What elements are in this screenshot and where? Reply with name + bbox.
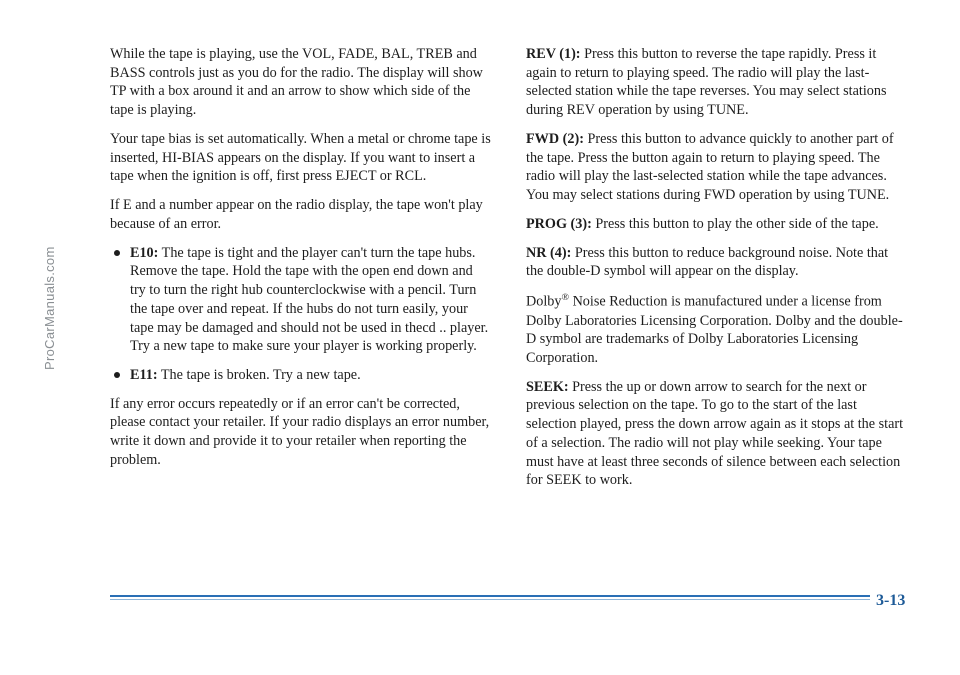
error-code-text: The tape is broken. Try a new tape. [158, 367, 361, 383]
control-label: FWD (2): [526, 131, 584, 147]
control-label: SEEK: [526, 379, 569, 395]
watermark-text: ProCarManuals.com [42, 246, 57, 370]
paragraph: REV (1): Press this button to reverse th… [526, 45, 908, 120]
footer-rules [110, 595, 910, 602]
control-label: REV (1): [526, 46, 581, 62]
paragraph: PROG (3): Press this button to play the … [526, 215, 908, 234]
paragraph: While the tape is playing, use the VOL, … [110, 45, 492, 120]
right-column: REV (1): Press this button to reverse th… [526, 45, 908, 500]
registered-symbol: ® [561, 292, 569, 303]
paragraph: FWD (2): Press this button to advance qu… [526, 130, 908, 205]
page-number: 3-13 [870, 592, 960, 610]
control-label: NR (4): [526, 245, 571, 261]
paragraph: Your tape bias is set automatically. Whe… [110, 130, 492, 186]
control-text: Press the up or down arrow to search for… [526, 379, 903, 489]
control-text: Press this button to reverse the tape ra… [526, 46, 887, 118]
horizontal-rule [110, 595, 910, 597]
error-code-label: E10: [130, 245, 158, 261]
left-column: While the tape is playing, use the VOL, … [110, 45, 492, 500]
error-list: E10: The tape is tight and the player ca… [110, 244, 492, 385]
dolby-prefix: Dolby [526, 294, 561, 310]
paragraph: NR (4): Press this button to reduce back… [526, 244, 908, 281]
control-text: Press this button to reduce background n… [526, 245, 888, 280]
error-code-label: E11: [130, 367, 158, 383]
paragraph: If any error occurs repeatedly or if an … [110, 395, 492, 470]
horizontal-rule-thin [110, 599, 910, 600]
control-label: PROG (3): [526, 216, 592, 232]
two-column-layout: While the tape is playing, use the VOL, … [110, 45, 910, 500]
control-text: Press this button to play the other side… [592, 216, 879, 232]
paragraph: Dolby® Noise Reduction is manufactured u… [526, 291, 908, 368]
error-code-text: The tape is tight and the player can't t… [130, 245, 488, 355]
list-item: E11: The tape is broken. Try a new tape. [110, 366, 492, 385]
list-item: E10: The tape is tight and the player ca… [110, 244, 492, 356]
dolby-text: Noise Reduction is manufactured under a … [526, 294, 903, 366]
paragraph: If E and a number appear on the radio di… [110, 196, 492, 233]
paragraph: SEEK: Press the up or down arrow to sear… [526, 378, 908, 490]
page-content: While the tape is playing, use the VOL, … [110, 45, 910, 500]
